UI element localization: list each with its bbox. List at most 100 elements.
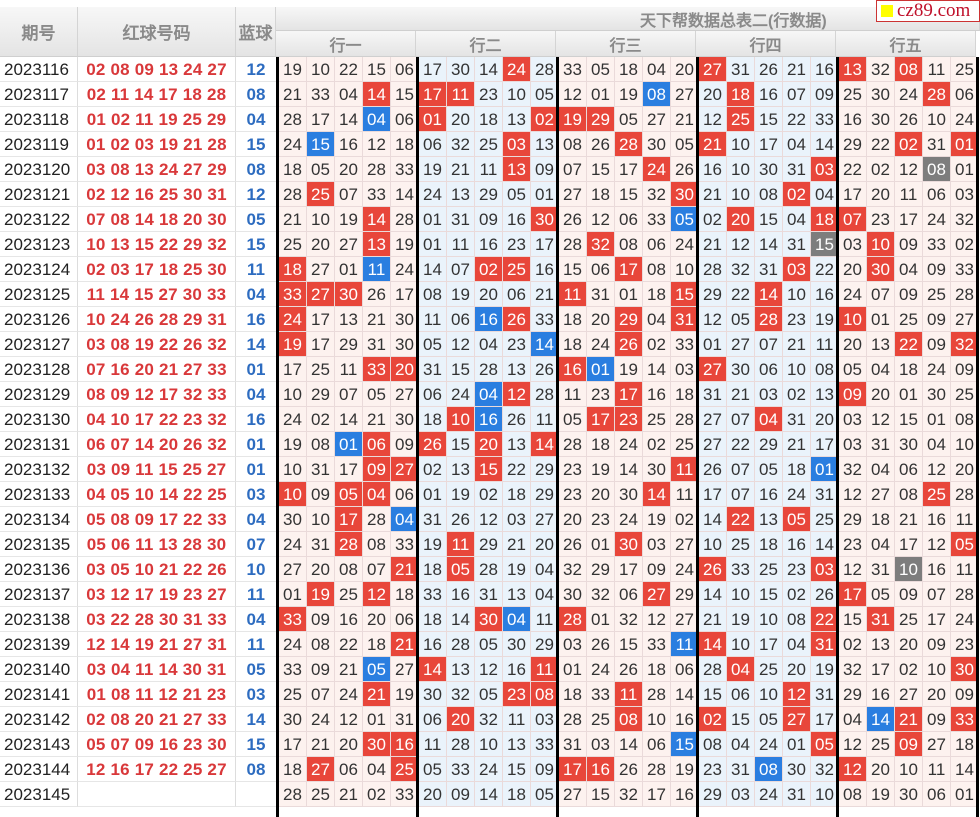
number-cell: 23	[839, 532, 867, 557]
number-cell: 02	[643, 432, 671, 457]
number-cell: 28	[531, 382, 559, 407]
red-highlight-cell: 31	[671, 307, 699, 332]
issue-number: 2023125	[0, 282, 78, 307]
group-header-5[interactable]: 行五	[836, 31, 976, 57]
number-cell: 23	[783, 307, 811, 332]
number-cell: 09	[307, 482, 335, 507]
number-cell: 10	[727, 182, 755, 207]
issue-number: 2023132	[0, 457, 78, 482]
blue-ball-number: 15	[236, 232, 276, 257]
number-cell: 33	[727, 557, 755, 582]
number-cell: 11	[503, 707, 531, 732]
red-highlight-cell: 22	[895, 332, 923, 357]
number-cell: 11	[447, 232, 475, 257]
number-cell: 03	[559, 632, 587, 657]
red-highlight-cell: 31	[867, 607, 895, 632]
number-cell: 20	[335, 157, 363, 182]
number-cell: 30	[783, 757, 811, 782]
red-highlight-cell: 14	[755, 282, 783, 307]
number-cell: 33	[559, 57, 587, 82]
number-cell: 32	[727, 257, 755, 282]
number-cell: 08	[335, 557, 363, 582]
number-cell: 26	[755, 57, 783, 82]
number-cell: 24	[895, 82, 923, 107]
number-cell: 15	[503, 757, 531, 782]
number-cell: 09	[531, 157, 559, 182]
group-header-3[interactable]: 行三	[556, 31, 696, 57]
number-cell: 30	[755, 157, 783, 182]
number-cell: 14	[643, 357, 671, 382]
issue-number: 2023140	[0, 657, 78, 682]
red-highlight-cell: 26	[419, 432, 447, 457]
number-cell: 14	[475, 57, 503, 82]
table-row: 2023124 02 03 17 18 25 30 11 18 27 01 11 24 14 07…	[0, 257, 980, 282]
table-row: 2023137 03 12 17 19 23 27 11 01 19 25 12 18 33 16…	[0, 582, 980, 607]
number-cell: 06	[419, 707, 447, 732]
number-cell: 18	[643, 657, 671, 682]
number-cell: 11	[475, 157, 503, 182]
group-header-1[interactable]: 行一	[276, 31, 416, 57]
number-cell: 07	[867, 282, 895, 307]
group-header-2[interactable]: 行二	[416, 31, 556, 57]
blue-highlight-cell: 11	[363, 257, 391, 282]
number-cell: 16	[755, 482, 783, 507]
red-highlight-cell: 05	[951, 532, 979, 557]
number-cell: 13	[867, 332, 895, 357]
number-cell: 21	[307, 732, 335, 757]
header-blue-ball[interactable]: 蓝球	[236, 7, 276, 57]
blue-highlight-cell: 01	[587, 357, 615, 382]
number-cell: 25	[279, 232, 307, 257]
red-ball-numbers: 02 03 17 18 25 30	[78, 257, 236, 282]
number-cell: 32	[615, 607, 643, 632]
number-cell: 30	[727, 357, 755, 382]
number-cell: 13	[447, 657, 475, 682]
number-cell: 17	[615, 557, 643, 582]
number-cell: 24	[951, 107, 979, 132]
number-cell: 06	[615, 207, 643, 232]
number-cell: 27	[671, 607, 699, 632]
number-cell: 05	[419, 757, 447, 782]
red-highlight-cell: 10	[447, 407, 475, 432]
red-highlight-cell: 25	[391, 757, 419, 782]
number-cell: 19	[447, 482, 475, 507]
number-cell: 31	[811, 482, 839, 507]
issue-number: 2023124	[0, 257, 78, 282]
number-cell: 28	[531, 57, 559, 82]
header-issue[interactable]: 期号	[0, 7, 78, 57]
red-highlight-cell: 11	[447, 532, 475, 557]
number-cell: 06	[727, 682, 755, 707]
number-cell: 19	[727, 607, 755, 632]
number-cell: 18	[559, 332, 587, 357]
number-cell: 07	[727, 457, 755, 482]
table-row: 2023138 03 22 28 30 31 33 04 33 09 16 20 06 18 14…	[0, 607, 980, 632]
blue-highlight-cell: 11	[671, 632, 699, 657]
number-cell: 11	[671, 482, 699, 507]
issue-number: 2023131	[0, 432, 78, 457]
number-cell: 10	[755, 607, 783, 632]
number-cell: 20	[671, 57, 699, 82]
blue-ball-number: 08	[236, 82, 276, 107]
number-cell: 04	[475, 332, 503, 357]
number-cell: 15	[755, 582, 783, 607]
number-cell: 24	[391, 257, 419, 282]
number-cell: 09	[951, 682, 979, 707]
number-cell: 28	[279, 107, 307, 132]
red-highlight-cell: 10	[839, 307, 867, 332]
issue-number: 2023119	[0, 132, 78, 157]
number-cell: 33	[391, 782, 419, 807]
number-cell: 32	[447, 132, 475, 157]
number-cell: 31	[559, 732, 587, 757]
number-cell: 18	[587, 182, 615, 207]
number-cell: 18	[783, 457, 811, 482]
group-header-4[interactable]: 行四	[696, 31, 836, 57]
number-cell: 21	[503, 532, 531, 557]
number-cell: 27	[951, 307, 979, 332]
number-cell: 04	[783, 632, 811, 657]
number-cell: 26	[699, 457, 727, 482]
table-row: 2023131 06 07 14 20 26 32 01 19 08 01 06 09 26 15…	[0, 432, 980, 457]
number-cell: 01	[783, 732, 811, 757]
number-cell: 22	[783, 107, 811, 132]
number-cell: 24	[475, 757, 503, 782]
header-red-balls[interactable]: 红球号码	[78, 7, 236, 57]
number-cell: 20	[419, 782, 447, 807]
